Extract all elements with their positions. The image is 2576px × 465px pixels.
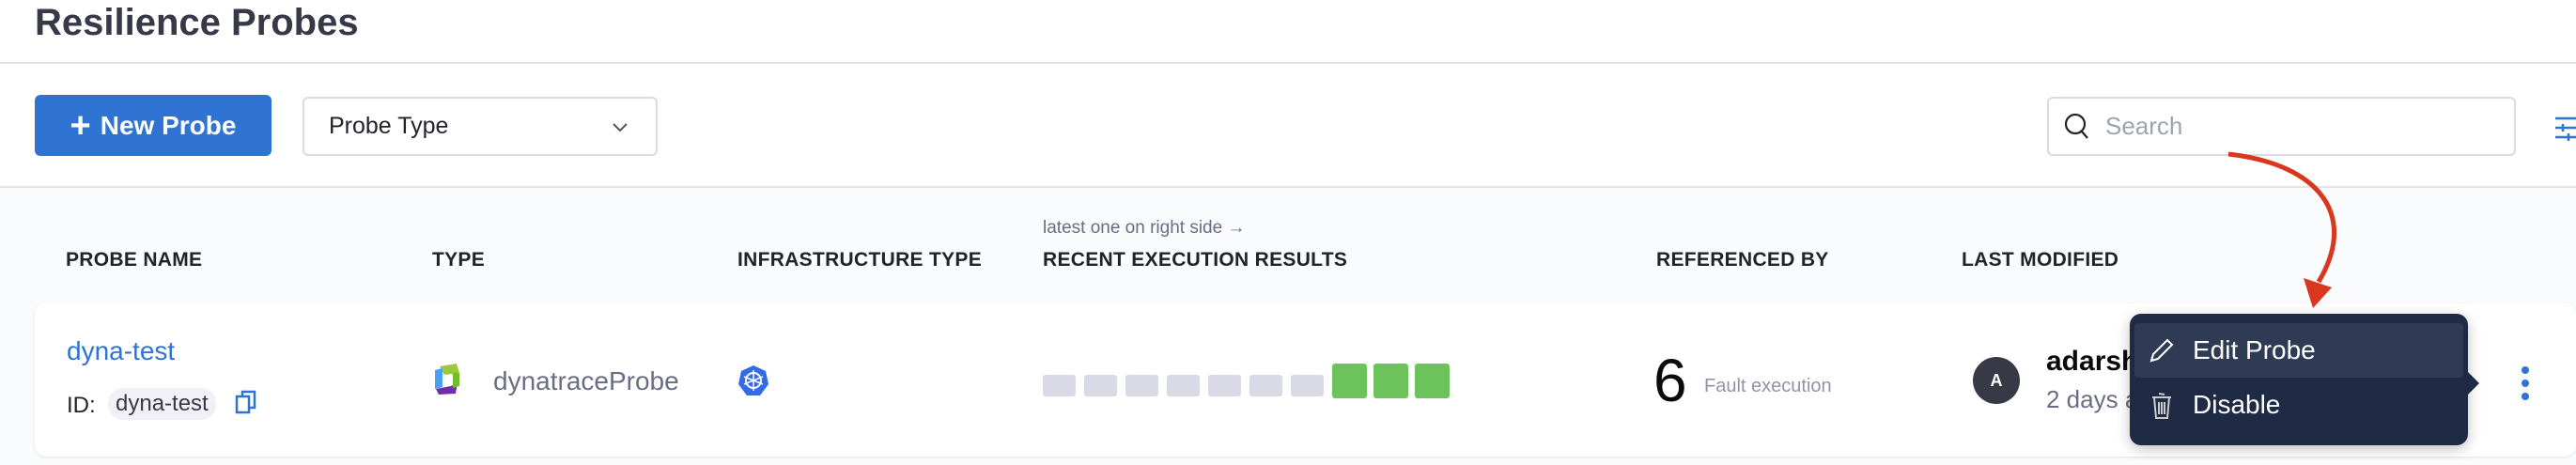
avatar: A (1973, 357, 2020, 404)
modified-by: adarsh (2046, 346, 2139, 377)
execution-result-passed[interactable] (1415, 364, 1450, 398)
menu-item-label: Edit Probe (2193, 335, 2316, 364)
execution-result-none[interactable] (1249, 375, 1282, 396)
page-title: Resilience Probes (35, 2, 359, 43)
column-header-recent-execution-results: RECENT EXECUTION RESULTS (1043, 249, 1348, 271)
probe-type-label: Probe Type (329, 113, 449, 139)
filter-icon[interactable] (2555, 113, 2576, 143)
menu-item-edit-probe[interactable]: Edit Probe (2134, 323, 2463, 378)
more-options-icon[interactable] (2519, 364, 2532, 402)
execution-result-none[interactable] (1167, 375, 1200, 396)
probe-id-label: ID: (67, 393, 96, 418)
column-header-type: TYPE (432, 249, 486, 271)
search-icon (2064, 113, 2088, 139)
context-menu: Edit Probe Disable (2130, 314, 2479, 445)
execution-result-none[interactable] (1125, 375, 1158, 396)
referenced-label: Fault execution (1704, 376, 1832, 396)
search-input[interactable]: Search (2047, 97, 2516, 156)
execution-result-none[interactable] (1291, 375, 1324, 396)
execution-result-passed[interactable] (1373, 364, 1408, 398)
column-header-infrastructure-type: INFRASTRUCTURE TYPE (737, 249, 983, 271)
probe-type-text: dynatraceProbe (493, 366, 679, 395)
kubernetes-icon (738, 365, 768, 395)
dynatrace-icon (435, 364, 459, 395)
menu-item-label: Disable (2193, 390, 2281, 419)
search-placeholder: Search (2105, 112, 2183, 140)
plus-icon: + (70, 105, 91, 146)
probe-type-dropdown[interactable]: Probe Type (303, 97, 658, 156)
chevron-down-icon (613, 123, 628, 132)
new-probe-label: New Probe (100, 110, 237, 140)
new-probe-button[interactable]: + New Probe (35, 95, 272, 156)
referenced-count: 6 (1653, 347, 1687, 414)
page-header: Resilience Probes (0, 0, 2576, 64)
column-header-probe-name: PROBE NAME (66, 249, 203, 271)
copy-icon[interactable] (235, 389, 257, 415)
column-header-last-modified: LAST MODIFIED (1962, 249, 2119, 271)
execution-result-none[interactable] (1084, 375, 1117, 396)
execution-result-none[interactable] (1043, 375, 1076, 396)
execution-result-passed[interactable] (1332, 364, 1367, 398)
execution-result-none[interactable] (1208, 375, 1241, 396)
probe-name-link[interactable]: dyna-test (67, 336, 176, 365)
trash-icon (2152, 393, 2171, 419)
column-header-referenced-by: REFERENCED BY (1656, 249, 1829, 271)
pencil-icon (2149, 338, 2174, 363)
probe-id-value: dyna-test (108, 388, 216, 420)
execution-hint: latest one on right side → (1043, 218, 1246, 238)
menu-item-disable[interactable]: Disable (2134, 378, 2463, 432)
